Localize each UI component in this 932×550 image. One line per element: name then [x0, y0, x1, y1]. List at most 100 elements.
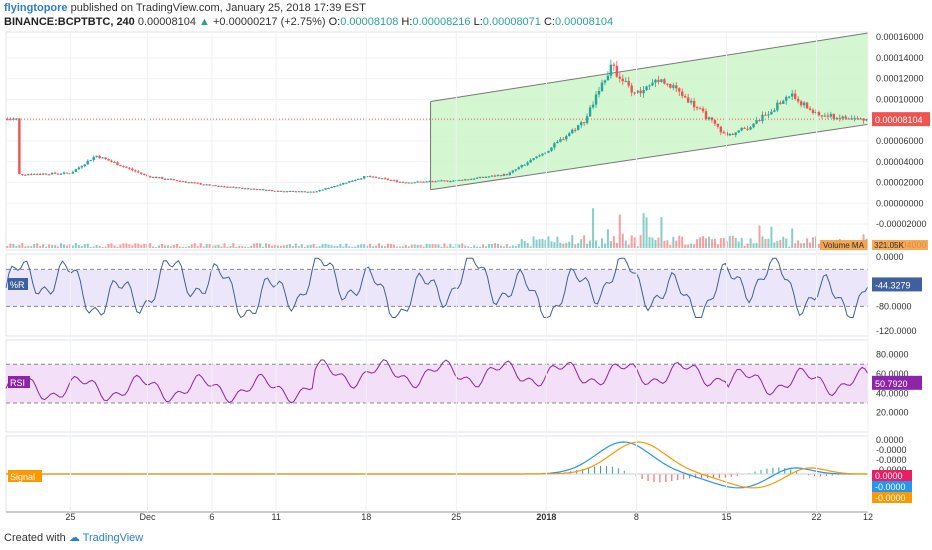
candle-body	[603, 80, 607, 83]
candle-body	[154, 176, 158, 179]
candle-body	[597, 91, 601, 95]
macd-value-tag	[872, 470, 912, 481]
candle-body	[235, 187, 238, 189]
candle-body	[675, 85, 678, 89]
author-link[interactable]: flyingtopore	[4, 2, 68, 14]
candle-body	[449, 181, 452, 183]
volume-bar	[684, 244, 687, 248]
volume-value: 321.05K	[874, 241, 904, 250]
volume-bar	[312, 243, 315, 248]
candle-body	[683, 96, 687, 98]
candle-body	[53, 172, 57, 174]
candle-body	[131, 168, 134, 171]
volume-bar	[785, 238, 788, 248]
candle-body	[199, 183, 202, 185]
candle-body	[122, 166, 125, 168]
candle-body	[6, 119, 9, 121]
candle-body	[621, 78, 624, 82]
volume-bar	[749, 238, 752, 248]
candle-body	[758, 120, 761, 122]
volume-bar	[731, 235, 734, 248]
candle-body	[89, 160, 92, 162]
candle-body	[582, 122, 586, 124]
candle-body	[59, 173, 63, 175]
volume-bar	[140, 244, 143, 248]
low-value: 0.00008071	[482, 16, 541, 28]
candle-body	[41, 173, 45, 175]
volume-bar	[568, 241, 571, 248]
volume-bar	[330, 245, 333, 248]
volume-bar	[143, 243, 146, 248]
candle-body	[386, 178, 390, 181]
candle-body	[734, 132, 737, 135]
last-price-tag	[872, 112, 930, 127]
volume-bar	[577, 243, 580, 248]
volume-bar	[443, 243, 446, 248]
candle-body	[550, 147, 553, 151]
time-tick-label: 25	[65, 512, 75, 522]
candle-body	[523, 164, 526, 166]
candle-body	[856, 118, 859, 120]
volume-bar	[809, 242, 812, 248]
candle-body	[467, 179, 470, 181]
candle-body	[802, 102, 806, 106]
volume-bar	[342, 246, 345, 248]
candle-body	[238, 187, 241, 189]
candle-body	[844, 116, 847, 119]
volume-bar	[681, 236, 684, 248]
candle-body	[137, 171, 140, 173]
candle-body	[805, 102, 809, 109]
candle-body	[351, 180, 354, 182]
volume-bar	[211, 245, 214, 248]
volume-bar	[214, 245, 217, 248]
candle-body	[660, 79, 663, 82]
time-tick-label: 25	[451, 512, 461, 522]
volume-bar	[544, 239, 547, 248]
rsi-value-tag	[872, 375, 922, 390]
wr-tick-label: -120.0000	[876, 326, 917, 336]
candle-body	[585, 116, 589, 124]
last-price: 0.00008104	[137, 16, 196, 28]
candle-body	[374, 176, 378, 178]
volume-bar	[279, 245, 282, 248]
candle-body	[651, 82, 654, 86]
rsi-value: 50.7920	[875, 379, 908, 389]
close-value: 0.00008104	[554, 16, 614, 28]
time-tick-label: 2018	[536, 512, 556, 522]
candle-body	[205, 184, 208, 186]
volume-bar	[779, 240, 782, 248]
candle-body	[217, 185, 220, 187]
candle-body	[300, 191, 303, 193]
volume-bar	[434, 244, 437, 248]
candle-body	[562, 139, 565, 141]
candle-body	[294, 191, 298, 193]
candle-body	[823, 115, 827, 117]
candle-body	[315, 191, 318, 193]
candle-body	[472, 178, 476, 180]
candle-body	[413, 182, 416, 184]
candle-body	[434, 181, 437, 183]
volume-bar	[678, 235, 681, 248]
volume-bar	[461, 243, 464, 248]
volume-bar	[687, 244, 690, 248]
candle-body	[285, 191, 289, 193]
macd-tick-label: -0.0000	[876, 445, 907, 455]
candle-body	[588, 107, 592, 117]
tradingview-link[interactable]: TradingView	[82, 532, 144, 544]
volume-bar	[624, 240, 627, 248]
volume-bar	[333, 246, 336, 248]
candle-body	[666, 83, 669, 85]
up-arrow-icon: ▲	[199, 16, 210, 28]
volume-bar	[452, 246, 455, 248]
candle-body	[547, 150, 550, 153]
candle-body	[279, 190, 283, 192]
volume-bar	[535, 239, 538, 248]
volume-bar	[205, 244, 208, 248]
volume-bar	[262, 246, 265, 248]
volume-bar	[618, 214, 621, 248]
volume-bar	[479, 246, 482, 248]
volume-bar	[372, 246, 375, 248]
candle-body	[532, 158, 535, 160]
symbol-label: BINANCE:BCPTBTC, 240	[4, 16, 135, 28]
